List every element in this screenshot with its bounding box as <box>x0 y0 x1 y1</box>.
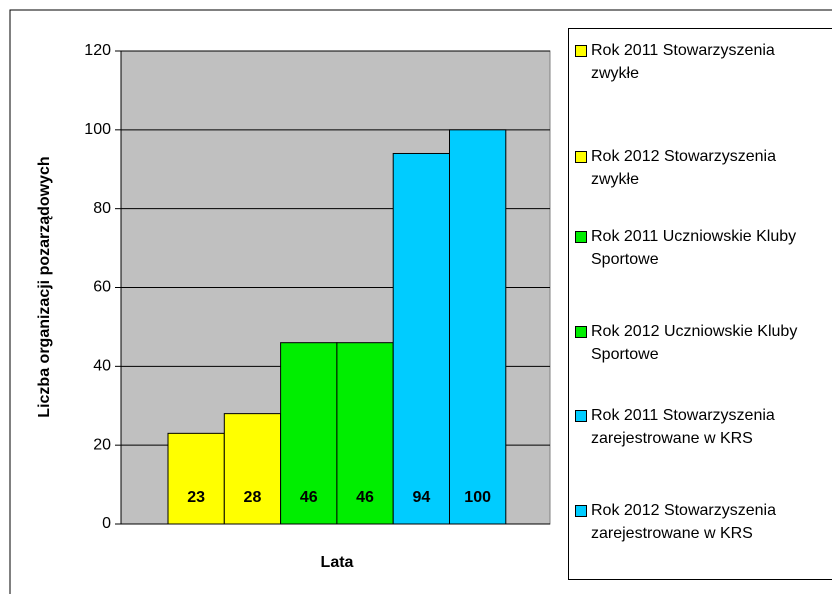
y-axis-title: Liczba organizacji pozarządowych <box>36 156 53 417</box>
bar <box>392 152 451 525</box>
bar <box>280 342 338 525</box>
legend-item: Rok 2011 Stowarzyszenia zarejestrowane w… <box>575 404 815 450</box>
legend-label: Rok 2012 Uczniowskie Kluby Sportowe <box>591 323 798 363</box>
legend-item: Rok 2012 Uczniowskie Kluby Sportowe <box>575 320 815 366</box>
legend-label: Rok 2012 Stowarzyszenia zarejestrowane w… <box>591 502 776 542</box>
value-label: 94 <box>412 489 430 506</box>
legend-swatch <box>575 326 587 338</box>
legend-label: Rok 2011 Stowarzyszenia zwykłe <box>591 42 775 82</box>
bar <box>223 413 282 525</box>
legend-swatch <box>575 151 587 163</box>
legend-label: Rok 2011 Uczniowskie Kluby Sportowe <box>591 228 797 268</box>
value-label: 46 <box>300 489 318 506</box>
bar <box>449 129 507 525</box>
y-tick-label: 80 <box>93 200 111 217</box>
bar <box>336 342 394 525</box>
value-label: 23 <box>187 489 205 506</box>
legend-swatch <box>575 45 587 57</box>
legend: Rok 2011 Stowarzyszenia zwykłe Rok 2012 S… <box>568 28 832 580</box>
legend-swatch <box>575 231 587 243</box>
legend-item: Rok 2012 Stowarzyszenia zarejestrowane w… <box>575 499 815 545</box>
y-tick-label: 20 <box>93 436 111 453</box>
y-tick-label: 60 <box>93 279 111 296</box>
y-tick-label: 40 <box>93 358 111 375</box>
legend-label: Rok 2011 Stowarzyszenia zarejestrowane w… <box>591 407 775 447</box>
legend-label: Rok 2012 Stowarzyszenia zwykłe <box>591 148 776 188</box>
y-tick-label: 100 <box>84 121 111 138</box>
value-label: 100 <box>464 489 491 506</box>
legend-swatch <box>575 410 587 422</box>
y-tick-label: 0 <box>102 515 111 532</box>
value-label: 46 <box>356 489 374 506</box>
legend-item: Rok 2012 Stowarzyszenia zwykłe <box>575 145 815 191</box>
legend-swatch <box>575 505 587 517</box>
legend-item: Rok 2011 Stowarzyszenia zwykłe <box>575 39 815 85</box>
y-tick-label: 120 <box>84 42 111 59</box>
x-axis-title: Lata <box>321 554 354 571</box>
value-label: 28 <box>244 489 262 506</box>
bar <box>167 432 225 525</box>
legend-item: Rok 2011 Uczniowskie Kluby Sportowe <box>575 225 815 271</box>
